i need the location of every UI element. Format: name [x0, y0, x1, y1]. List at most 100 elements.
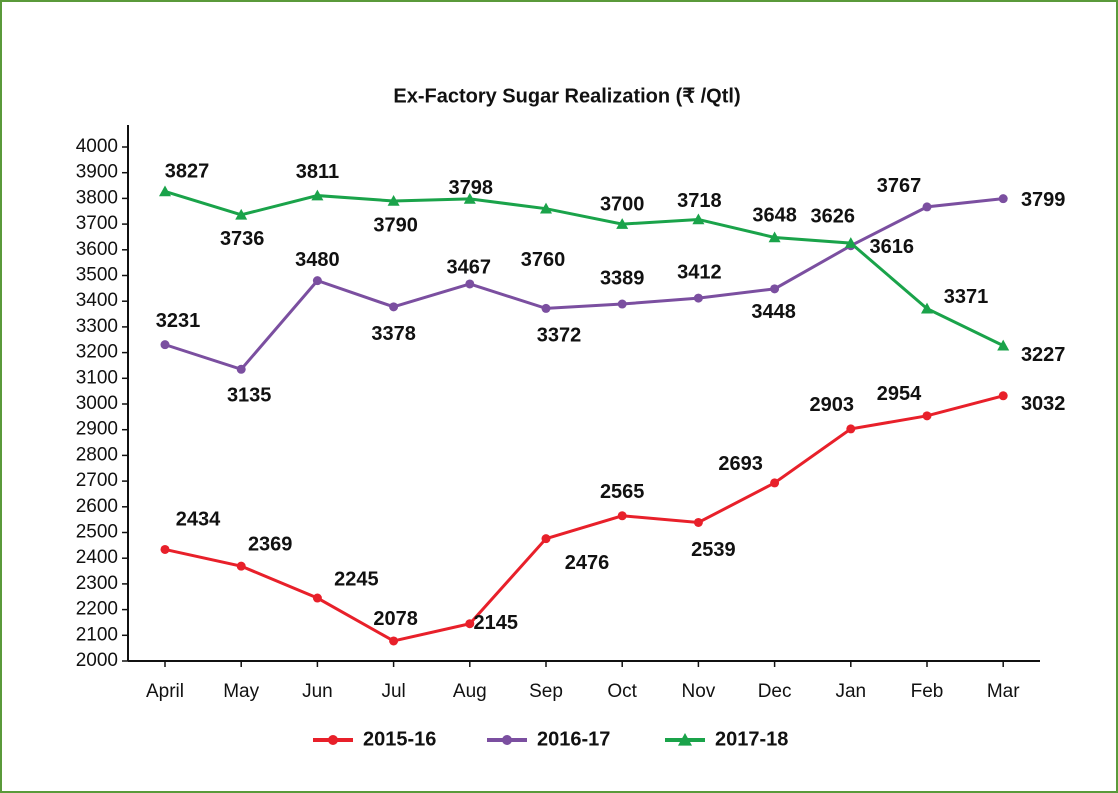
x-tick-label: Mar [987, 681, 1020, 702]
legend-label: 2016-17 [537, 728, 610, 750]
point [465, 279, 475, 289]
point [617, 511, 627, 521]
y-tick-label: 2300 [76, 573, 118, 594]
y-tick-label: 3400 [76, 290, 118, 311]
point [236, 561, 246, 571]
data-label: 3790 [373, 214, 418, 236]
data-label: 2954 [877, 383, 922, 405]
data-label: 3799 [1021, 189, 1066, 211]
data-label: 3811 [296, 161, 339, 183]
data-label: 3827 [165, 161, 210, 183]
y-tick-label: 3900 [76, 162, 118, 183]
point [617, 299, 627, 309]
data-label: 2145 [474, 612, 519, 634]
y-tick-label: 4000 [76, 136, 118, 157]
point [541, 303, 551, 313]
data-label: 3231 [156, 310, 201, 332]
point [770, 478, 780, 488]
data-label: 3227 [1021, 344, 1066, 366]
point [389, 636, 399, 646]
series-line [164, 190, 1004, 348]
point [312, 593, 322, 603]
data-label: 3378 [371, 323, 416, 345]
data-label: 2476 [565, 552, 610, 574]
y-tick-label: 2800 [76, 444, 118, 465]
point [159, 185, 171, 197]
x-tick-label: Jun [302, 681, 333, 702]
y-tick-label: 2000 [76, 650, 118, 671]
series-line [164, 197, 1004, 372]
point [389, 302, 399, 312]
y-tick-label: 2900 [76, 419, 118, 440]
series-line [164, 394, 1004, 643]
data-label: 3372 [537, 325, 582, 347]
data-label: 3760 [521, 249, 566, 271]
x-tick-label: Dec [758, 681, 792, 702]
data-label: 3648 [752, 205, 797, 227]
point [692, 213, 705, 225]
legend-marker [502, 735, 512, 745]
data-label: 3798 [449, 177, 494, 199]
data-label: 3412 [677, 261, 722, 283]
data-label: 2434 [176, 509, 221, 531]
data-label: 2693 [718, 453, 763, 475]
point [311, 189, 324, 201]
point [922, 202, 932, 212]
data-label: 3448 [751, 301, 796, 323]
point [312, 276, 322, 286]
point [922, 411, 932, 421]
y-tick-label: 3600 [76, 239, 118, 260]
data-label: 2369 [248, 533, 293, 555]
legend-marker [328, 735, 338, 745]
point [998, 391, 1008, 401]
data-label: 3616 [870, 236, 915, 258]
y-tick-label: 3700 [76, 213, 118, 234]
data-label: 3736 [220, 228, 265, 250]
data-label: 3700 [600, 193, 645, 215]
point [846, 424, 856, 434]
data-label: 3467 [447, 256, 492, 278]
point [693, 293, 703, 303]
y-tick-label: 2500 [76, 522, 118, 543]
data-label: 3371 [944, 286, 989, 308]
x-tick-label: Oct [607, 681, 637, 702]
y-tick-label: 2700 [76, 470, 118, 491]
data-label: 2245 [334, 568, 379, 590]
data-label: 2565 [600, 481, 645, 503]
x-tick-label: Jul [381, 681, 405, 702]
y-tick-label: 3200 [76, 342, 118, 363]
y-tick-label: 3000 [76, 393, 118, 414]
point [236, 364, 246, 374]
point [541, 534, 551, 544]
point [997, 339, 1010, 351]
data-label: 3626 [811, 205, 856, 227]
data-label: 2903 [810, 394, 855, 416]
y-tick-label: 2400 [76, 547, 118, 568]
y-tick-label: 3800 [76, 187, 118, 208]
point [998, 194, 1008, 204]
data-label: 3767 [877, 175, 922, 197]
point [235, 208, 248, 220]
x-tick-label: Feb [911, 681, 944, 702]
point [844, 237, 857, 248]
point [768, 231, 781, 243]
y-tick-label: 2600 [76, 496, 118, 517]
legend-label: 2017-18 [715, 728, 788, 750]
point [387, 194, 400, 206]
point [693, 517, 703, 527]
y-tick-label: 2100 [76, 624, 118, 645]
point [160, 544, 170, 554]
point [160, 340, 170, 350]
point [921, 302, 933, 314]
data-label: 3389 [600, 267, 645, 289]
y-tick-label: 3100 [76, 367, 118, 388]
data-label: 3032 [1021, 393, 1066, 415]
y-tick-label: 3300 [76, 316, 118, 337]
x-tick-label: Jan [835, 681, 866, 702]
point [463, 192, 476, 204]
x-tick-label: May [223, 681, 259, 702]
point [770, 284, 780, 294]
